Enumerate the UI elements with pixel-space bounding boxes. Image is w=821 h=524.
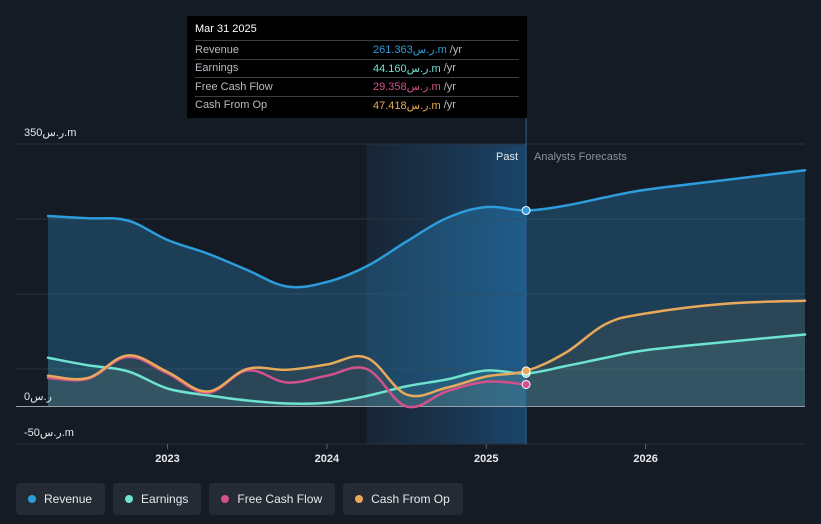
x-tick-label: 2024 (315, 453, 340, 465)
earnings-area (48, 334, 805, 407)
legend-item-cash-from-op[interactable]: Cash From Op (343, 483, 463, 515)
tooltip-value: 29.358ر.س.m (373, 81, 441, 94)
tooltip-unit: /yr (443, 99, 456, 112)
free-cash-flow-marker (521, 379, 531, 389)
tooltip-label: Cash From Op (195, 99, 268, 112)
y-top-label: 350ر.س.m (24, 127, 76, 139)
legend-item-earnings[interactable]: Earnings (113, 483, 202, 515)
tooltip-unit: /yr (443, 80, 456, 93)
earnings-line (46, 333, 807, 406)
tooltip-row-revenue: Revenue 261.363ر.س.m /yr (195, 40, 519, 59)
legend-label: Cash From Op (371, 492, 450, 506)
legend-item-revenue[interactable]: Revenue (16, 483, 106, 515)
tooltip-row-earnings: Earnings 44.160ر.س.m /yr (195, 58, 519, 78)
x-tick-label: 2025 (474, 453, 498, 465)
legend-label: Revenue (44, 492, 93, 506)
legend-label: Free Cash Flow (237, 492, 323, 506)
legend-dot-icon (355, 495, 364, 503)
past-label: Past (496, 151, 518, 163)
legend-dot-icon (221, 495, 230, 503)
y-zero-label: 0ر.س (24, 391, 52, 403)
legend-dot-icon (125, 495, 134, 503)
tooltip-date: Mar 31 2025 (195, 23, 257, 35)
revenue-line (46, 169, 807, 289)
gridlines (16, 143, 805, 445)
series-markers (521, 205, 531, 389)
series-lines (46, 169, 807, 409)
series-fills (48, 170, 805, 407)
tooltip-label: Free Cash Flow (195, 80, 273, 93)
legend: Revenue Earnings Free Cash Flow Cash Fro… (16, 483, 463, 515)
cash-from-op-marker (521, 366, 531, 376)
tooltip: Mar 31 2025 Revenue 261.363ر.س.m /yr Ear… (187, 16, 527, 118)
x-axis-ticks: 2023 2024 2025 2026 (155, 444, 658, 465)
tooltip-row-free-cash-flow: Free Cash Flow 29.358ر.س.m /yr (195, 77, 519, 96)
legend-label: Earnings (141, 492, 189, 506)
x-tick-label: 2026 (633, 453, 657, 465)
cash-from-op-area (48, 300, 805, 407)
tooltip-value: 261.363ر.س.m (373, 44, 447, 57)
tooltip-unit: /yr (443, 62, 456, 75)
y-bottom-label: -50ر.س.m (24, 427, 74, 439)
tooltip-value: 47.418ر.س.m (373, 99, 441, 112)
tooltip-unit: /yr (449, 43, 463, 56)
tooltip-label: Earnings (195, 62, 239, 75)
revenue-marker (521, 205, 531, 215)
legend-dot-icon (28, 495, 36, 503)
forecast-label: Analysts Forecasts (534, 151, 627, 163)
tooltip-value: 44.160ر.س.m (373, 62, 441, 75)
tooltip-row-cash-from-op: Cash From Op 47.418ر.س.m /yr (195, 95, 519, 115)
tooltip-label: Revenue (195, 43, 240, 56)
x-tick-label: 2023 (155, 453, 179, 465)
free-cash-flow-line (46, 355, 528, 409)
cash-from-op-line (46, 299, 807, 398)
legend-item-free-cash-flow[interactable]: Free Cash Flow (209, 483, 336, 515)
revenue-area (48, 170, 805, 407)
